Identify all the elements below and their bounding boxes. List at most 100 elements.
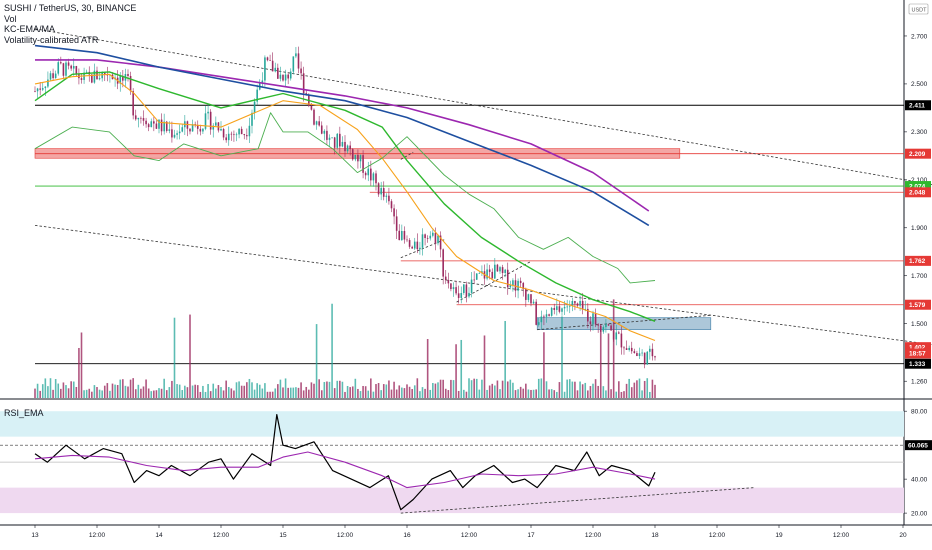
volume-bar: [354, 378, 357, 398]
candle-body: [277, 67, 279, 79]
volume-bar: [341, 381, 344, 398]
rsi-trendline: [400, 487, 755, 514]
volume-bar: [525, 383, 527, 398]
candle-body: [103, 71, 106, 75]
candle-body: [57, 62, 60, 74]
candle-body: [323, 130, 326, 134]
volume-bar: [155, 390, 158, 398]
line-kc-lower: [34, 71, 656, 322]
volume-bar: [124, 385, 127, 398]
volume-bar: [584, 382, 587, 398]
volume-bar: [437, 382, 439, 398]
candle-body: [67, 62, 70, 66]
candle-body: [393, 208, 395, 217]
volume-bar: [269, 391, 271, 398]
volume-bar: [359, 391, 362, 398]
candle-body: [419, 247, 421, 250]
volume-bar: [512, 382, 514, 398]
candle-body: [274, 67, 277, 72]
candle-body: [426, 238, 429, 239]
volume-bar: [605, 390, 607, 398]
volume-bar: [295, 387, 297, 398]
candle-body: [525, 289, 527, 300]
volume-bar: [413, 385, 416, 398]
time-tick-label: 12:00: [833, 532, 850, 539]
volume-bar: [199, 391, 202, 398]
volume-bar: [351, 386, 354, 398]
price-badge-text-5: 1.579: [909, 302, 926, 309]
candle-body: [496, 264, 499, 272]
volume-bar: [592, 383, 594, 398]
currency-label: USDT: [912, 8, 928, 14]
volume-bar: [545, 381, 548, 398]
price-tick-label: 1.260: [911, 379, 928, 386]
candle-body: [302, 73, 305, 94]
volume-bar: [406, 384, 408, 398]
candle-body: [199, 128, 202, 132]
candle-body: [416, 241, 419, 250]
candle-body: [646, 351, 649, 365]
candle-body: [137, 117, 140, 120]
candlesticks: [34, 46, 656, 369]
candle-body: [346, 145, 349, 152]
volume-bar: [491, 383, 494, 398]
volume-bar: [364, 386, 367, 398]
candle-body: [351, 149, 354, 160]
trendlines: [34, 28, 932, 345]
price-tick-label: 2.500: [911, 81, 928, 88]
volume-bar: [486, 389, 488, 398]
volume-bar: [238, 381, 240, 398]
candle-body: [93, 70, 96, 83]
volume-bar: [470, 380, 473, 398]
candle-body: [279, 74, 282, 79]
price-badge-3: [905, 187, 931, 198]
candle-body: [354, 154, 357, 160]
volume-bar: [145, 379, 147, 398]
volume-bar: [207, 384, 209, 398]
candle-body: [362, 155, 364, 173]
trendline-0: [34, 28, 932, 185]
candle-body: [592, 313, 594, 325]
volume-bar: [568, 379, 571, 398]
volume-bar: [153, 390, 155, 398]
volume-bar: [620, 391, 623, 398]
candle-body: [625, 348, 628, 350]
volume-bar: [75, 386, 78, 398]
volume-bar: [594, 379, 597, 398]
candle-body: [349, 145, 351, 150]
volume-bar: [230, 388, 233, 398]
candle-body: [39, 88, 41, 90]
volume-bar: [323, 382, 326, 398]
price-badge-1: [905, 148, 931, 159]
candle-body: [455, 287, 457, 294]
candle-body: [47, 79, 49, 87]
volume-bar: [302, 390, 305, 398]
volume-bar: [367, 390, 370, 398]
volume-bar: [463, 389, 465, 398]
candle-body: [305, 93, 308, 95]
price-badge-text-1: 2.209: [909, 151, 926, 158]
volume-bar: [468, 378, 470, 398]
candle-body: [328, 137, 331, 140]
candle-body: [54, 73, 57, 79]
volume-bar: [558, 382, 561, 398]
candle-body: [240, 128, 243, 135]
volume-bar: [346, 385, 349, 398]
candle-body: [318, 121, 320, 126]
volume-bar: [530, 389, 532, 398]
price-badge-4: [905, 255, 931, 266]
volume-bar: [380, 390, 382, 398]
time-tick-label: 17: [527, 532, 535, 539]
volume-bar: [52, 389, 54, 398]
volume-bar: [618, 381, 620, 398]
volume-bar: [176, 384, 178, 398]
candle-body: [408, 240, 411, 247]
price-badge-6: [905, 342, 931, 353]
volume-bar: [401, 387, 403, 398]
trendline-5: [400, 151, 414, 160]
candle-body: [540, 316, 543, 323]
rsi-line-rsi-ema: [34, 451, 656, 489]
candle-body: [620, 333, 623, 348]
candle-body: [339, 133, 341, 147]
